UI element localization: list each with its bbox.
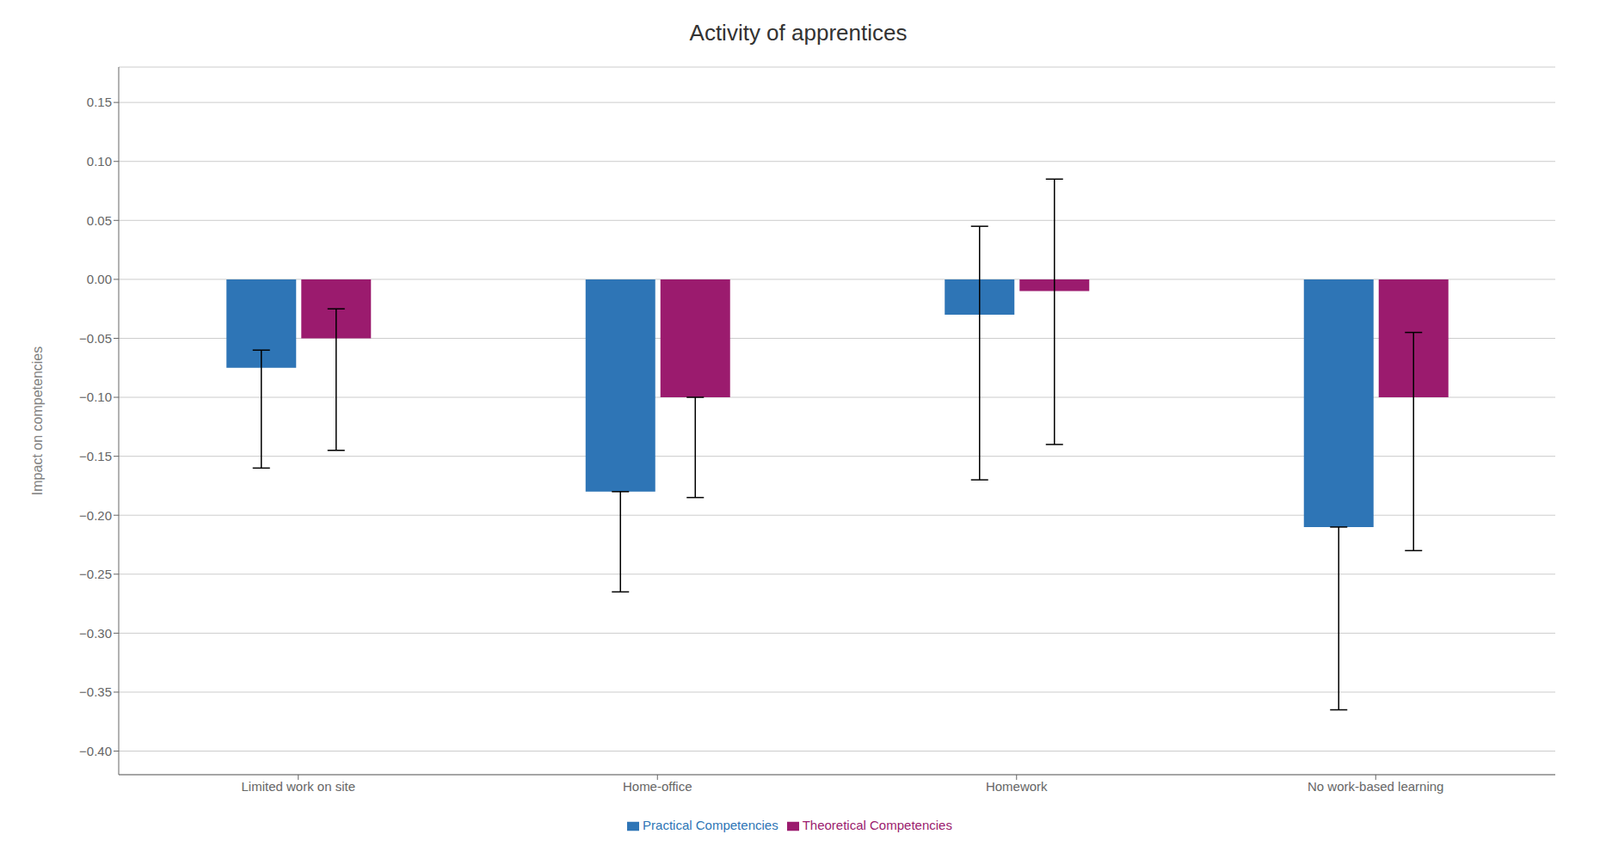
svg-text:Impact on competencies: Impact on competencies	[30, 346, 45, 496]
svg-text:−0.10: −0.10	[79, 389, 112, 405]
svg-text:Home-office: Home-office	[622, 779, 693, 794]
html-text:Practical Competencies: Practical Competencies	[642, 818, 779, 833]
html-text:Activity of apprentices: Activity of apprentices	[689, 19, 908, 46]
svg-text:−0.35: −0.35	[79, 684, 112, 700]
svg-text:−0.30: −0.30	[79, 626, 112, 641]
svg-text:−0.20: −0.20	[79, 508, 112, 524]
svg-text:0.05: 0.05	[86, 213, 112, 228]
svg-text:0.15: 0.15	[86, 94, 112, 110]
svg-text:No work-based learning: No work-based learning	[1307, 779, 1444, 794]
svg-text:Homework: Homework	[985, 779, 1048, 794]
svg-text:−0.40: −0.40	[79, 744, 112, 759]
html-text:Theoretical Competencies: Theoretical Competencies	[802, 818, 953, 833]
svg-text:0.00: 0.00	[86, 271, 112, 287]
svg-text:Limited work on site: Limited work on site	[240, 779, 356, 794]
svg-text:0.10: 0.10	[86, 153, 112, 169]
svg-text:−0.15: −0.15	[79, 449, 112, 464]
svg-text:−0.05: −0.05	[79, 331, 112, 346]
svg-text:−0.25: −0.25	[79, 566, 112, 582]
